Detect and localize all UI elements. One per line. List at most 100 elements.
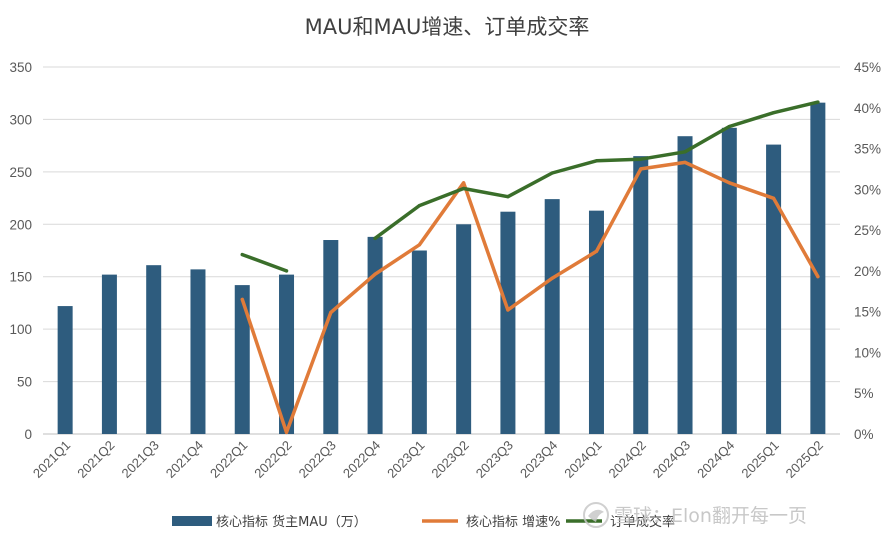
bar (57, 306, 73, 434)
y-right-tick-label: 25% (854, 223, 881, 238)
legend-label: 核心指标 货主MAU（万） (216, 514, 367, 530)
logo-ring (583, 502, 609, 528)
series-line (240, 160, 820, 435)
x-tick-label: 2024Q3 (650, 438, 693, 481)
y-right-tick-label: 5% (854, 386, 874, 401)
y-right-tick-label: 30% (854, 182, 881, 197)
line-point (550, 276, 554, 280)
legend-label: 订单成交率 (610, 514, 675, 530)
snowball-logo-icon (583, 502, 609, 528)
bar (810, 102, 826, 434)
series-line (240, 252, 289, 273)
watermark-text: 雪球：Elon翻开每一页 (614, 505, 807, 527)
logo-mark (588, 509, 604, 522)
y-axis-right: 0% 5% 10% 15% 20% 25% 30% 35% 40% 45% (854, 60, 881, 442)
line-point (816, 100, 820, 104)
x-tick-label: 2022Q1 (207, 438, 250, 481)
bar (766, 144, 782, 434)
bar (279, 274, 295, 434)
x-tick-label: 2025Q2 (783, 438, 826, 481)
line-point (594, 249, 599, 253)
watermark: 雪球：Elon翻开每一页 (583, 502, 807, 528)
line-point (284, 269, 289, 273)
y-right-tick-label: 35% (854, 142, 881, 157)
line-point (816, 274, 820, 279)
bar (367, 236, 383, 434)
x-tick-label: 2024Q2 (606, 438, 649, 481)
line-point (462, 181, 466, 185)
bar (456, 224, 472, 434)
line-point (417, 243, 421, 247)
y-right-tick-label: 10% (854, 345, 881, 360)
x-tick-label: 2021Q3 (118, 438, 161, 481)
y-left-tick-label: 300 (9, 112, 32, 127)
line-point (417, 204, 421, 208)
line-point (506, 195, 510, 199)
bar (544, 199, 560, 434)
y-left-tick-label: 100 (9, 322, 32, 337)
y-right-tick-label: 45% (854, 60, 881, 75)
y-left-tick-label: 250 (9, 165, 32, 180)
line-point (639, 157, 643, 161)
y-right-tick-label: 0% (854, 427, 874, 442)
bar-series (57, 102, 826, 435)
bar (101, 274, 117, 434)
line-series (240, 100, 820, 435)
gridlines (43, 66, 840, 435)
line-point (506, 308, 510, 312)
x-tick-label: 2023Q4 (517, 438, 560, 481)
y-left-tick-label: 200 (9, 217, 32, 232)
y-left-tick-label: 150 (9, 270, 32, 285)
x-tick-label: 2023Q1 (384, 438, 427, 481)
x-tick-label: 2023Q3 (473, 438, 516, 481)
bar (721, 127, 737, 435)
line-point (683, 160, 687, 165)
line-point (727, 181, 731, 185)
y-left-tick-label: 0 (24, 427, 32, 442)
bar (588, 210, 604, 434)
bar (146, 265, 162, 434)
legend-label: 核心指标 增速% (466, 515, 561, 530)
x-tick-label: 2021Q1 (30, 438, 73, 481)
bar (190, 269, 206, 434)
line-point (771, 196, 776, 200)
x-tick-label: 2022Q2 (251, 438, 294, 481)
bar (633, 156, 649, 434)
legend: 核心指标 货主MAU（万） 核心指标 增速% 订单成交率 (172, 514, 675, 530)
chart-title: MAU和MAU增速、订单成交率 (305, 15, 590, 39)
x-tick-label: 2022Q4 (340, 438, 383, 481)
x-tick-label: 2021Q4 (163, 438, 206, 481)
line-point (240, 252, 244, 257)
line-point (683, 150, 687, 154)
x-tick-label: 2025Q1 (738, 438, 781, 481)
x-tick-label: 2022Q3 (296, 438, 339, 481)
line-point (727, 124, 731, 129)
line-point (329, 310, 333, 315)
bar (500, 211, 516, 434)
bar (677, 136, 693, 434)
line-point (639, 167, 643, 171)
y-right-tick-label: 40% (854, 101, 881, 116)
y-left-tick-label: 350 (9, 60, 32, 75)
line-point (550, 171, 554, 175)
line-point (771, 111, 776, 115)
y-left-tick-label: 50 (17, 375, 32, 390)
y-right-tick-label: 20% (854, 264, 881, 279)
line-point (240, 297, 244, 302)
line-point (594, 159, 599, 163)
line-point (284, 430, 289, 434)
legend-swatch (172, 516, 212, 526)
y-axis-left: 0 50 100 150 200 250 300 350 (9, 60, 32, 442)
x-tick-label: 2021Q2 (74, 438, 117, 481)
line-point (373, 272, 377, 276)
line-point (462, 186, 466, 191)
line-point (373, 236, 377, 240)
bar (323, 240, 339, 434)
bar (234, 285, 250, 434)
bar (411, 250, 427, 434)
x-tick-label: 2023Q2 (428, 438, 471, 481)
y-right-tick-label: 15% (854, 305, 881, 320)
x-tick-label: 2024Q1 (561, 438, 604, 481)
